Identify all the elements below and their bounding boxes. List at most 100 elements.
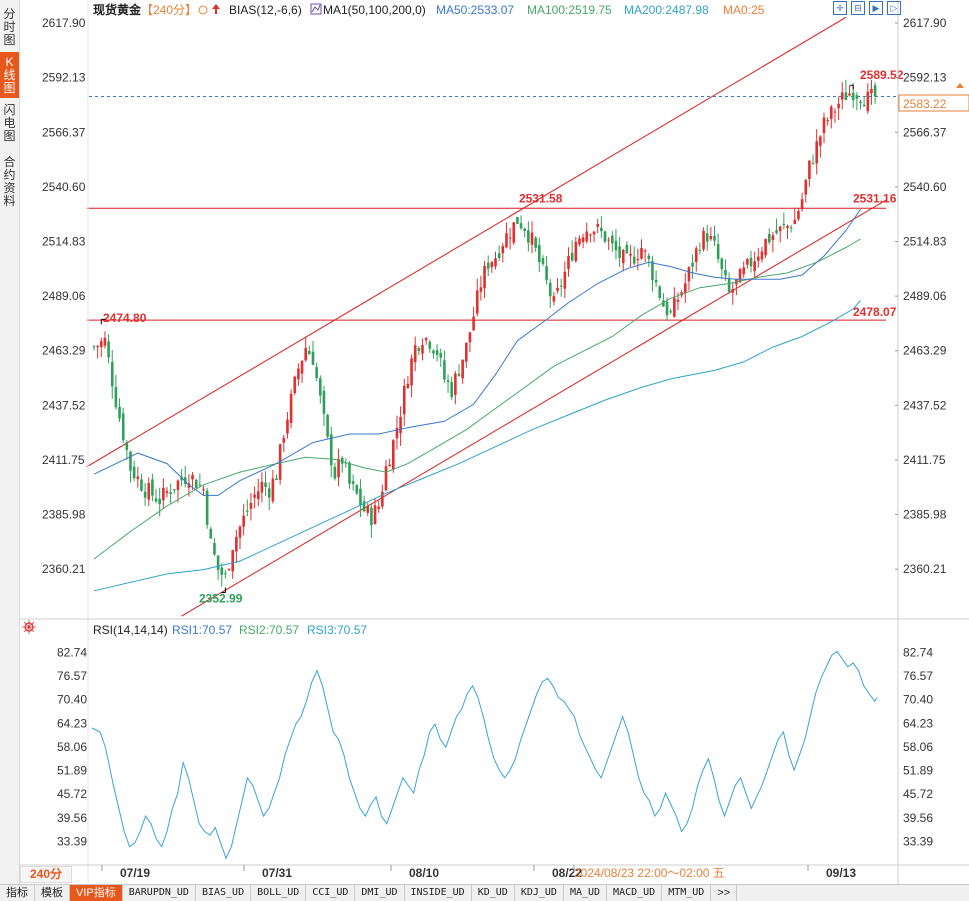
step-icon[interactable]: ▷ — [887, 1, 901, 15]
indicator-tab[interactable]: BARUPDN_UD — [123, 885, 196, 901]
candle — [220, 563, 224, 587]
rsi-plot[interactable] — [91, 650, 878, 860]
indicator-tab[interactable]: KD_UD — [472, 885, 515, 901]
candle — [527, 221, 530, 252]
candlesticks[interactable] — [92, 79, 877, 587]
candle — [651, 255, 654, 292]
trend-line-0[interactable] — [86, 16, 847, 468]
candle — [749, 250, 753, 273]
candle — [107, 334, 110, 364]
candle — [607, 237, 610, 251]
ma-label: MA1(50,100,200,0) — [323, 3, 426, 17]
date-label: 09/13 — [826, 866, 856, 880]
candle — [406, 375, 410, 389]
candle — [636, 248, 640, 271]
candle — [381, 484, 384, 510]
candle — [370, 503, 373, 538]
rsi-axis-label-left: 76.57 — [57, 669, 87, 683]
rsi3-value: RSI3:70.57 — [307, 623, 367, 637]
indicator-tab[interactable]: CCI_UD — [306, 885, 356, 901]
candle — [359, 479, 362, 517]
tab-timeshare[interactable]: 分时图 — [3, 7, 16, 47]
indicator-tab[interactable]: KDJ_UD — [515, 885, 564, 901]
candle — [534, 236, 537, 252]
price-axis-label: 2411.75 — [903, 453, 946, 467]
indicator-tab[interactable]: INSIDE_UD — [405, 885, 472, 901]
candle — [786, 224, 789, 240]
tab-lightning[interactable]: 闪电图 — [3, 103, 16, 143]
candle — [311, 340, 315, 366]
candle — [530, 221, 534, 254]
candle — [267, 482, 271, 511]
candle — [793, 207, 797, 225]
contract-icon[interactable]: ⊟ — [851, 1, 865, 15]
candle — [392, 439, 395, 473]
indicator-tab[interactable]: MACD_UD — [607, 885, 663, 901]
ma50-line — [93, 209, 861, 496]
candle — [819, 135, 822, 158]
candle — [319, 375, 322, 404]
indicator-tab[interactable]: BIAS_UD — [196, 885, 252, 901]
candle — [494, 251, 497, 270]
candle — [260, 472, 264, 503]
period-settings-icon[interactable] — [198, 5, 208, 15]
indicator-tab[interactable]: BOLL_UD — [251, 885, 307, 901]
candle — [873, 82, 877, 104]
candle — [581, 233, 585, 249]
tab-contract-info[interactable]: 合约资料 — [3, 155, 16, 208]
candle — [129, 450, 132, 483]
tab-kline[interactable]: K线图 — [0, 52, 19, 98]
rsi-axis: 82.74 82.74 76.57 76.57 70.40 70.40 64.23 64.23… — [57, 645, 933, 848]
candle — [614, 229, 618, 260]
candle — [96, 345, 99, 359]
rsi-settings-icon[interactable] — [22, 620, 36, 634]
crosshair-time-label: 2024/08/23 22:00～02:00 五 — [574, 866, 725, 880]
level-2474-label: 2474.80 — [103, 311, 147, 325]
alert-up-icon[interactable] — [956, 83, 964, 88]
candle — [282, 434, 286, 453]
candle — [570, 240, 574, 262]
candle — [753, 251, 756, 278]
candle — [439, 348, 443, 368]
candle — [669, 308, 672, 315]
candle — [567, 247, 570, 277]
candle — [337, 448, 340, 487]
candle — [399, 406, 402, 446]
candle — [538, 237, 541, 273]
candle — [377, 500, 380, 513]
rsi-axis-label: 76.57 — [903, 669, 933, 683]
candle — [654, 270, 658, 287]
candle — [808, 160, 811, 187]
symbol-name: 现货黄金 — [93, 2, 142, 17]
price-axis-label-left: 2592.13 — [42, 71, 86, 85]
candle — [691, 254, 694, 279]
candle — [136, 466, 140, 488]
trend-line-1[interactable] — [181, 199, 887, 617]
candle — [833, 108, 837, 123]
candle — [859, 99, 862, 110]
indicator-tab[interactable]: MTM_UD — [662, 885, 712, 901]
price-axis-left: 2617.90 2592.13 2566.37 2540.60 2514.83 2489.… — [42, 16, 86, 576]
candle — [844, 79, 848, 101]
rsi-axis-label: 64.23 — [903, 716, 933, 730]
indicator-tab[interactable]: VIP指标 — [70, 885, 123, 901]
candle — [435, 344, 439, 362]
candle — [804, 178, 808, 203]
indicator-tab[interactable]: 模板 — [35, 885, 70, 901]
indicator-tab[interactable]: 指标 — [0, 885, 35, 901]
forward-icon[interactable]: ▶ — [869, 1, 883, 15]
candle — [716, 233, 720, 263]
candle — [713, 225, 716, 247]
candle — [333, 462, 337, 481]
indicator-tab[interactable]: MA_UD — [564, 885, 608, 901]
candle — [665, 297, 669, 321]
period-badge[interactable]: 240分 — [20, 866, 72, 883]
expand-icon[interactable]: ✛ — [833, 1, 847, 15]
candle — [114, 374, 118, 410]
ma-chart-icon[interactable] — [310, 3, 322, 15]
indicator-tab[interactable]: >> — [711, 885, 738, 901]
price-plot[interactable]: 2589.52 2531.58 2531.16 2474.80 2478.07 2352.… — [86, 16, 904, 617]
candle — [209, 526, 213, 539]
indicator-tab[interactable]: DMI_UD — [355, 885, 405, 901]
